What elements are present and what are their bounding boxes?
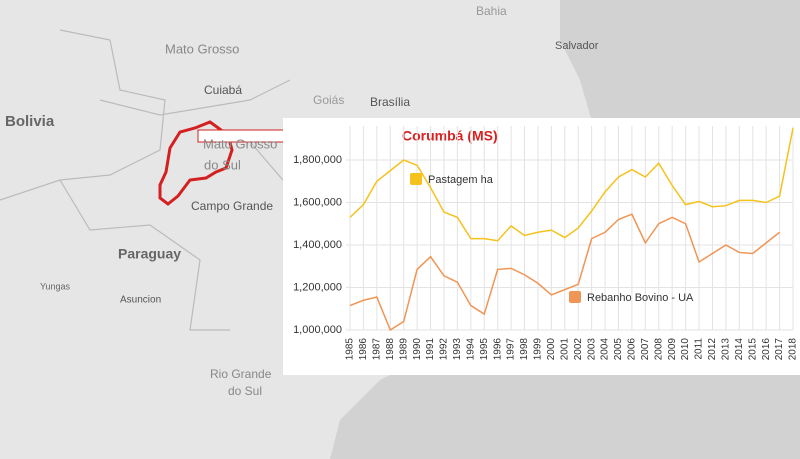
x-tick-label: 1986: [358, 338, 369, 361]
map-label: Bolivia: [5, 113, 55, 130]
map-label: do Sul: [204, 157, 241, 172]
x-tick-label: 2017: [774, 338, 785, 361]
chart-panel: [283, 118, 800, 375]
x-tick-label: 1998: [519, 338, 530, 361]
x-tick-label: 2004: [600, 338, 611, 361]
x-tick-label: 2003: [586, 338, 597, 361]
x-tick-label: 1992: [439, 338, 450, 361]
x-tick-label: 2010: [680, 338, 691, 361]
x-tick-label: 2006: [627, 338, 638, 361]
map-label: Mato Grosso: [165, 41, 239, 56]
x-tick-label: 1997: [506, 338, 517, 361]
legend-swatch: [410, 173, 422, 185]
x-tick-label: 1999: [533, 338, 544, 361]
x-tick-label: 2000: [546, 338, 557, 361]
y-tick-label: 1,200,000: [293, 281, 342, 293]
legend-label: Rebanho Bovino - UA: [587, 292, 694, 304]
map-label: do Sul: [228, 384, 262, 398]
x-tick-label: 1996: [492, 338, 503, 361]
x-tick-label: 2018: [788, 338, 799, 361]
x-tick-label: 1987: [371, 338, 382, 361]
chart-title: Corumbá (MS): [402, 128, 498, 144]
map-label: Mato Grosso: [203, 136, 277, 151]
x-tick-label: 1990: [412, 338, 423, 361]
map-label: Goiás: [313, 93, 344, 107]
series-line: [349, 213, 781, 332]
x-tick-label: 2005: [613, 338, 624, 361]
map-label: Yungas: [40, 281, 71, 291]
corumba-outline: [158, 120, 234, 206]
x-tick-label: 2009: [667, 338, 678, 361]
map-label: Cuiabá: [204, 83, 242, 97]
x-tick-label: 1989: [398, 338, 409, 361]
borders: [0, 29, 301, 331]
x-tick-label: 2016: [761, 338, 772, 361]
x-tick-label: 1988: [385, 338, 396, 361]
x-tick-label: 1994: [465, 338, 476, 361]
map-label: Campo Grande: [191, 199, 273, 213]
y-tick-label: 1,600,000: [293, 196, 342, 208]
map-label: Salvador: [555, 40, 599, 52]
legend-swatch: [569, 291, 581, 303]
legend-label: Pastagem ha: [428, 174, 494, 186]
x-tick-label: 1995: [479, 338, 490, 361]
x-tick-label: 2015: [747, 338, 758, 361]
x-tick-label: 2011: [694, 338, 705, 360]
map-label: Paraguay: [118, 246, 181, 262]
y-tick-label: 1,000,000: [293, 324, 342, 336]
series-line: [349, 127, 794, 242]
x-tick-label: 2001: [559, 338, 570, 361]
map-label: Rio Grande: [210, 367, 272, 381]
x-tick-label: 2008: [653, 338, 664, 361]
x-tick-label: 1993: [452, 338, 463, 361]
x-tick-label: 1991: [425, 338, 436, 361]
y-tick-label: 1,400,000: [293, 239, 342, 251]
x-tick-label: 2013: [721, 338, 732, 361]
map-label: Brasília: [370, 95, 410, 109]
x-tick-label: 1985: [345, 338, 356, 361]
y-tick-label: 1,800,000: [293, 154, 342, 166]
x-tick-label: 2002: [573, 338, 584, 361]
x-tick-label: 2012: [707, 338, 718, 361]
x-tick-label: 2014: [734, 338, 745, 361]
x-tick-label: 2007: [640, 338, 651, 361]
map-label: Bahia: [476, 4, 507, 18]
map-label: Asuncion: [120, 295, 161, 306]
